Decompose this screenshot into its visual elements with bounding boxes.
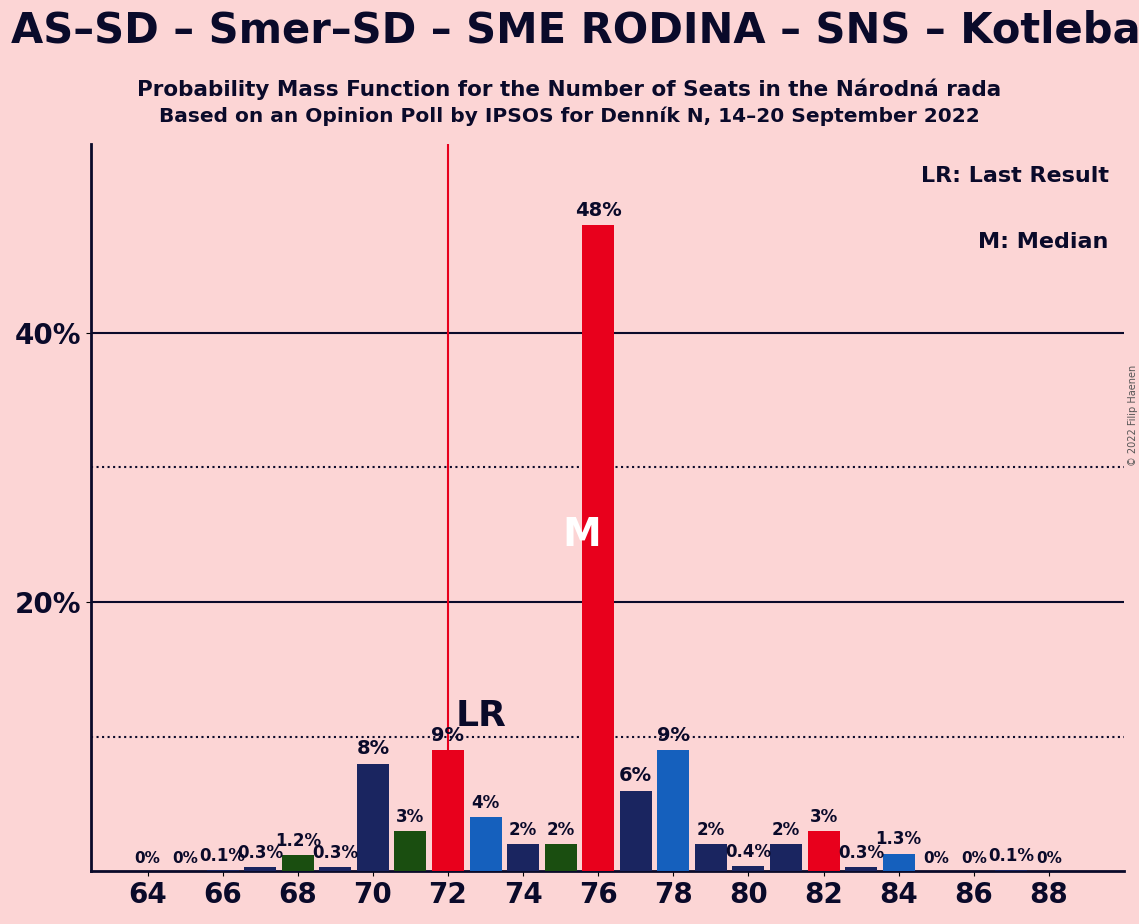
Text: 0%: 0%	[924, 851, 949, 866]
Bar	[620, 791, 652, 871]
Text: 0.4%: 0.4%	[726, 843, 771, 860]
Bar	[319, 868, 351, 871]
Text: 48%: 48%	[575, 201, 622, 220]
Bar	[206, 869, 239, 871]
Text: 9%: 9%	[432, 725, 465, 745]
Bar	[394, 831, 426, 871]
Bar	[883, 854, 915, 871]
Text: AS–SD – Smer–SD – SME RODINA – SNS – Kotleba–ĽS: AS–SD – Smer–SD – SME RODINA – SNS – Kot…	[11, 9, 1139, 51]
Bar	[357, 763, 388, 871]
Text: 2%: 2%	[772, 821, 800, 839]
Text: 3%: 3%	[810, 808, 837, 825]
Bar	[244, 868, 276, 871]
Text: 0%: 0%	[961, 851, 986, 866]
Text: 2%: 2%	[547, 821, 575, 839]
Text: 8%: 8%	[357, 739, 390, 759]
Text: 1.2%: 1.2%	[274, 832, 321, 850]
Bar	[432, 750, 464, 871]
Bar	[582, 225, 614, 871]
Text: Based on an Opinion Poll by IPSOS for Denník N, 14–20 September 2022: Based on an Opinion Poll by IPSOS for De…	[159, 106, 980, 126]
Text: LR: Last Result: LR: Last Result	[920, 166, 1108, 186]
Text: M: Median: M: Median	[978, 232, 1108, 251]
Text: 0.3%: 0.3%	[237, 844, 284, 862]
Text: 1.3%: 1.3%	[876, 831, 921, 848]
Text: 9%: 9%	[657, 725, 690, 745]
Text: 0.3%: 0.3%	[838, 844, 884, 862]
Text: 0.1%: 0.1%	[199, 846, 246, 865]
Bar	[544, 845, 576, 871]
Bar	[845, 868, 877, 871]
Text: 0.1%: 0.1%	[989, 846, 1034, 865]
Bar	[732, 866, 764, 871]
Bar	[281, 855, 313, 871]
Text: 2%: 2%	[697, 821, 726, 839]
Text: 0%: 0%	[172, 851, 198, 866]
Bar	[995, 869, 1027, 871]
Bar	[808, 831, 839, 871]
Text: Probability Mass Function for the Number of Seats in the Národná rada: Probability Mass Function for the Number…	[138, 79, 1001, 100]
Text: 2%: 2%	[509, 821, 538, 839]
Bar	[469, 818, 501, 871]
Bar	[507, 845, 539, 871]
Bar	[770, 845, 802, 871]
Text: 0%: 0%	[134, 851, 161, 866]
Text: M: M	[562, 516, 600, 553]
Text: © 2022 Filip Haenen: © 2022 Filip Haenen	[1128, 365, 1138, 467]
Text: 6%: 6%	[620, 766, 653, 785]
Text: 3%: 3%	[396, 808, 425, 825]
Text: 4%: 4%	[472, 794, 500, 812]
Text: 0.3%: 0.3%	[312, 844, 359, 862]
Text: LR: LR	[456, 699, 507, 733]
Bar	[695, 845, 727, 871]
Bar	[657, 750, 689, 871]
Text: 0%: 0%	[1036, 851, 1062, 866]
